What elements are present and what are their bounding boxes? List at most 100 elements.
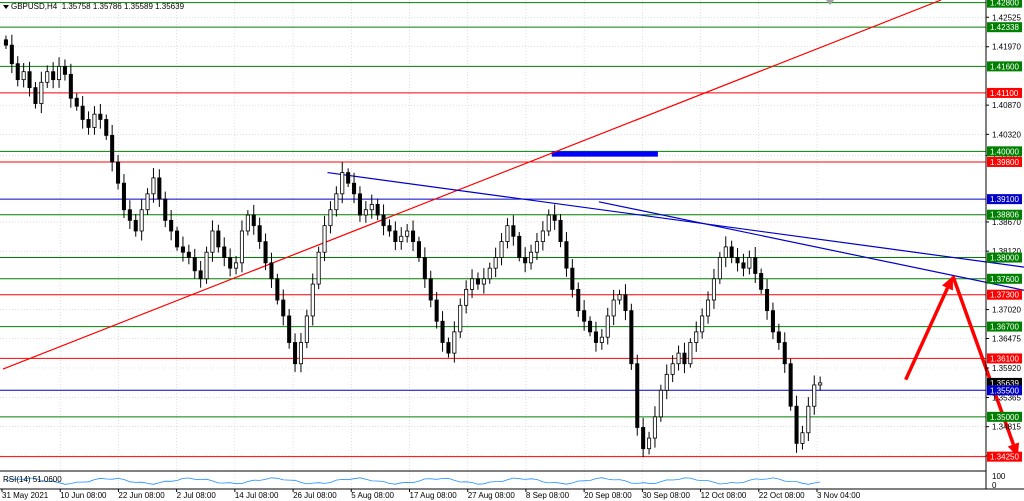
candle-body bbox=[245, 214, 250, 232]
candle-body bbox=[15, 63, 20, 81]
candle-body bbox=[558, 219, 563, 243]
candle-body bbox=[747, 257, 752, 269]
candle-body bbox=[110, 135, 115, 163]
price-tag bbox=[987, 273, 1022, 284]
candle-body bbox=[387, 225, 392, 232]
candle-body bbox=[570, 267, 575, 290]
candle-body bbox=[145, 193, 150, 211]
candle-body bbox=[464, 288, 469, 306]
candle-body bbox=[257, 225, 262, 243]
candle-body bbox=[652, 416, 657, 439]
candle-body bbox=[670, 363, 675, 375]
candle-body bbox=[723, 246, 728, 258]
time-tick-label: 5 Aug 08:00 bbox=[351, 491, 394, 500]
candle-body bbox=[617, 294, 622, 301]
candle-body bbox=[74, 97, 79, 107]
candle-body bbox=[263, 241, 268, 264]
price-tick-label: 1.34815 bbox=[992, 423, 1021, 432]
candle-body bbox=[228, 257, 233, 269]
candle-body bbox=[287, 315, 292, 343]
resistance-zone bbox=[551, 151, 658, 157]
time-tick-label: 27 Aug 08:00 bbox=[468, 491, 516, 500]
price-tag bbox=[987, 289, 1022, 300]
candle-body bbox=[623, 294, 628, 312]
candle-body bbox=[576, 288, 581, 312]
price-tag bbox=[987, 252, 1022, 263]
candle-body bbox=[552, 214, 557, 221]
candle-body bbox=[534, 241, 539, 253]
price-tick-label: 1.35920 bbox=[992, 364, 1021, 373]
time-tick-label: 2 Jul 08:00 bbox=[177, 491, 217, 500]
price-tag-label: 1.34250 bbox=[990, 453, 1019, 462]
symbol-label: GBPUSD,H4 bbox=[11, 2, 58, 11]
price-tag bbox=[987, 411, 1022, 422]
candle-body bbox=[416, 241, 421, 258]
price-tag bbox=[987, 353, 1022, 364]
candle-body bbox=[62, 65, 67, 75]
candle-body bbox=[812, 384, 817, 407]
candle-body bbox=[234, 262, 239, 269]
candle-body bbox=[753, 257, 758, 274]
time-tick-label: 14 Jul 08:00 bbox=[235, 491, 279, 500]
candle-body bbox=[186, 251, 191, 258]
candle-body bbox=[428, 278, 433, 301]
candle-body bbox=[210, 230, 215, 253]
candle-body bbox=[682, 352, 687, 365]
chart-menu-icon[interactable] bbox=[3, 4, 9, 9]
candle-body bbox=[45, 71, 50, 83]
rsi-scale-top: 100 bbox=[992, 472, 1006, 481]
candle-body bbox=[434, 299, 439, 322]
price-tag-label: 1.41100 bbox=[990, 89, 1019, 98]
time-tick-label: 30 Sep 08:00 bbox=[642, 491, 690, 500]
candle-body bbox=[293, 342, 298, 365]
candle-body bbox=[588, 320, 593, 333]
candle-body bbox=[369, 204, 374, 211]
price-tag-label: 1.35639 bbox=[990, 379, 1019, 388]
candle-body bbox=[393, 230, 398, 243]
candle-body bbox=[806, 405, 811, 434]
candle-body bbox=[729, 246, 734, 258]
shift-marker-icon[interactable] bbox=[826, 0, 834, 5]
price-tick-label: 1.38120 bbox=[992, 247, 1021, 256]
candle-body bbox=[800, 432, 805, 444]
candle-body bbox=[487, 267, 492, 280]
candle-body bbox=[381, 214, 386, 227]
time-tick-label: 8 Sep 08:00 bbox=[526, 491, 570, 500]
projection-arrow-head bbox=[942, 276, 953, 291]
price-tag bbox=[987, 156, 1022, 167]
plot-background bbox=[0, 0, 986, 471]
candle-body bbox=[493, 257, 498, 269]
candle-body bbox=[735, 257, 740, 264]
price-tag bbox=[987, 385, 1022, 396]
price-tag-label: 1.38000 bbox=[990, 254, 1019, 263]
price-tick-label: 1.41970 bbox=[992, 43, 1021, 52]
candle-body bbox=[3, 39, 8, 46]
candle-body bbox=[794, 405, 799, 444]
candle-body bbox=[523, 257, 528, 264]
rsi-label: RSI(14) 51.0600 bbox=[3, 475, 62, 484]
time-tick-label: 22 Oct 08:00 bbox=[759, 491, 805, 500]
candle-body bbox=[27, 71, 32, 89]
price-tag bbox=[987, 209, 1022, 220]
candle-body bbox=[529, 251, 534, 264]
price-tick-label: 1.38670 bbox=[992, 218, 1021, 227]
price-tag-label: 1.35500 bbox=[990, 386, 1019, 395]
price-tick-label: 1.40870 bbox=[992, 101, 1021, 110]
candle-body bbox=[169, 219, 174, 232]
candle-body bbox=[104, 119, 109, 136]
candle-body bbox=[658, 389, 663, 418]
time-axis: 31 May 2021 10 Jun 08:00 22 Jun 08:00 2 Jul… bbox=[1, 489, 861, 500]
candle-body bbox=[676, 352, 681, 365]
candle-body bbox=[310, 283, 315, 317]
price-tick-label: 1.37020 bbox=[992, 306, 1021, 315]
price-tag-label: 1.36700 bbox=[990, 323, 1019, 332]
price-tag-label: 1.39100 bbox=[990, 195, 1019, 204]
zone-rectangle bbox=[551, 151, 658, 157]
candle-body bbox=[694, 331, 699, 343]
candle-body bbox=[440, 320, 445, 343]
price-tag bbox=[987, 22, 1022, 33]
candle-body bbox=[175, 230, 180, 248]
candle-body bbox=[334, 193, 339, 211]
candle-body bbox=[706, 299, 711, 317]
